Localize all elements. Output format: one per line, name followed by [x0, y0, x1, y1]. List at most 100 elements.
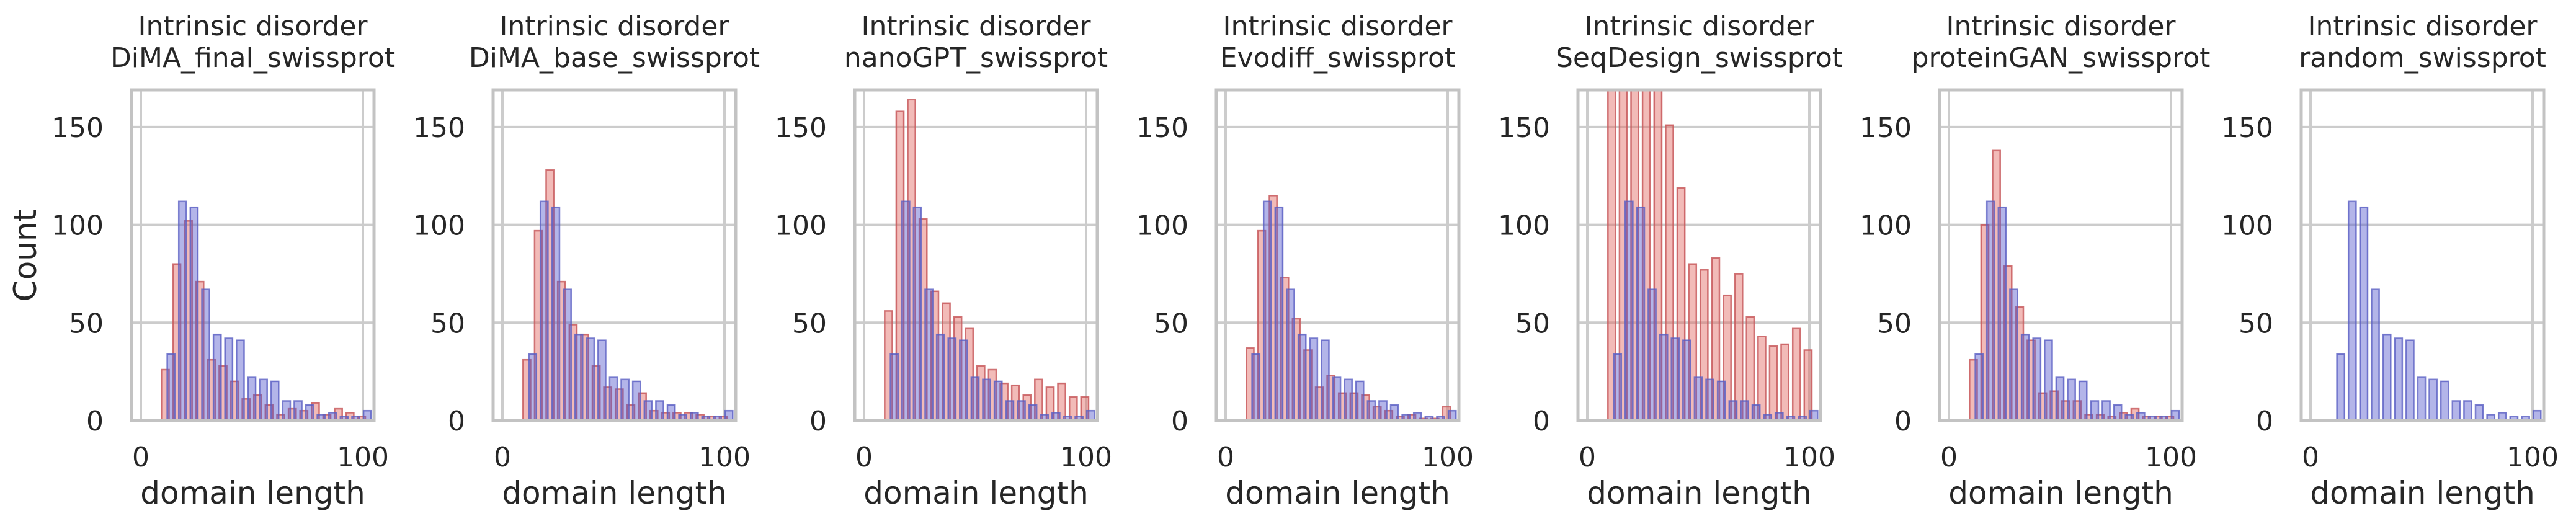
x-tick-label: 100 — [2507, 442, 2559, 473]
panel-subtitle: nanoGPT_swissprot — [844, 42, 1108, 74]
blue-bar — [2509, 416, 2519, 420]
blue-bar — [1297, 333, 1307, 420]
blue-bar — [1740, 400, 1749, 420]
red-bar — [2142, 416, 2151, 420]
plot-area — [1216, 90, 1459, 420]
blue-bar — [2497, 412, 2507, 420]
bars-group — [522, 169, 734, 420]
blue-bar — [1378, 400, 1388, 420]
blue-bar — [1447, 409, 1457, 420]
x-tick-label: 0 — [855, 442, 873, 473]
blue-bar — [1063, 416, 1072, 420]
blue-bar — [247, 376, 257, 420]
blue-bar — [901, 200, 911, 420]
x-axis-label: domain length — [2310, 475, 2535, 511]
y-tick-label: 100 — [775, 210, 827, 242]
y-tick-label: 150 — [1498, 112, 1550, 144]
y-tick-label: 50 — [1515, 308, 1550, 339]
blue-bar — [935, 333, 945, 420]
blue-bar — [912, 206, 922, 420]
blue-bar — [2020, 333, 2030, 420]
blue-bar — [1751, 404, 1761, 420]
blue-bar — [947, 337, 957, 420]
blue-bar — [293, 400, 303, 420]
blue-bar — [551, 206, 561, 420]
y-tick-label: 50 — [1154, 308, 1188, 339]
red-bar — [1757, 336, 1767, 420]
blue-bar — [1389, 404, 1399, 420]
blue-bar — [539, 200, 549, 420]
plot-spines — [853, 88, 1099, 422]
blue-bar — [2486, 414, 2496, 420]
y-tick-label: 150 — [413, 112, 465, 144]
y-tick-label: 0 — [809, 406, 827, 437]
blue-bar — [597, 339, 607, 420]
y-tick-label: 150 — [51, 112, 104, 144]
plot-spines — [2299, 88, 2546, 422]
x-tick-label: 100 — [1783, 442, 1835, 473]
blue-bar — [2136, 412, 2146, 420]
y-tick-label: 100 — [1136, 210, 1188, 242]
y-tick-label: 100 — [51, 210, 104, 242]
plot-area — [493, 90, 736, 420]
y-tick-label: 100 — [1860, 210, 1912, 242]
blue-bar — [236, 339, 245, 420]
y-tick-label: 100 — [413, 210, 465, 242]
plot-spines — [491, 88, 738, 422]
blue-bar — [655, 400, 664, 420]
blue-bar — [1344, 378, 1353, 420]
blue-bar — [328, 412, 337, 420]
panel-title: Intrinsic disorder — [138, 11, 368, 42]
blue-bar — [889, 353, 899, 420]
x-tick-label: 100 — [337, 442, 389, 473]
red-bar — [1791, 327, 1801, 420]
histogram-panel-DiMA_final_swissprot: 0 50 100 150 0 100 Intrinsic disorderDiMA_fina… — [7, 11, 395, 511]
red-bar — [2107, 416, 2117, 420]
plot-area — [1940, 90, 2182, 420]
blue-bar — [1613, 353, 1623, 420]
y-tick-label: 150 — [775, 112, 827, 144]
red-bar — [322, 414, 332, 420]
panel-subtitle: random_swissprot — [2299, 42, 2546, 74]
blue-bar — [528, 353, 538, 420]
panel-subtitle: proteinGAN_swissprot — [1912, 42, 2211, 74]
plot-area — [2301, 90, 2544, 420]
blue-bar — [1028, 404, 1038, 420]
panel-title: Intrinsic disorder — [1223, 11, 1453, 42]
y-tick-label: 50 — [2239, 308, 2273, 339]
blue-bar — [201, 288, 210, 420]
y-tick-label: 0 — [448, 406, 465, 437]
x-tick-label: 0 — [2302, 442, 2319, 473]
blue-bar — [678, 414, 688, 420]
blue-bar — [2067, 378, 2076, 420]
y-tick-label: 50 — [69, 308, 104, 339]
y-tick-label: 50 — [430, 308, 465, 339]
bars-group — [1969, 149, 2180, 420]
y-tick-label: 100 — [2221, 210, 2273, 242]
red-bar — [2095, 414, 2105, 420]
y-tick-label: 0 — [1533, 406, 1550, 437]
blue-bar — [970, 376, 980, 420]
red-bar — [2165, 416, 2175, 420]
blue-bar — [2428, 378, 2438, 420]
y-tick-label: 50 — [792, 308, 827, 339]
blue-bar — [1040, 414, 1050, 420]
x-tick-label: 0 — [494, 442, 511, 473]
panel-title: Intrinsic disorder — [499, 11, 729, 42]
blue-bar — [2405, 339, 2415, 420]
blue-bar — [1005, 400, 1015, 420]
blue-bar — [305, 404, 314, 420]
red-bar — [1407, 414, 1417, 420]
blue-bar — [2336, 353, 2346, 420]
blue-bar — [1085, 409, 1095, 420]
blue-bar — [1624, 200, 1634, 420]
red-bar — [1068, 396, 1078, 420]
red-bar — [1803, 349, 1813, 420]
red-bar — [1396, 416, 1405, 420]
y-tick-label: 150 — [1136, 112, 1188, 144]
plot-area — [855, 90, 1097, 420]
blue-bar — [1798, 416, 1807, 420]
blue-bar — [1412, 412, 1422, 420]
